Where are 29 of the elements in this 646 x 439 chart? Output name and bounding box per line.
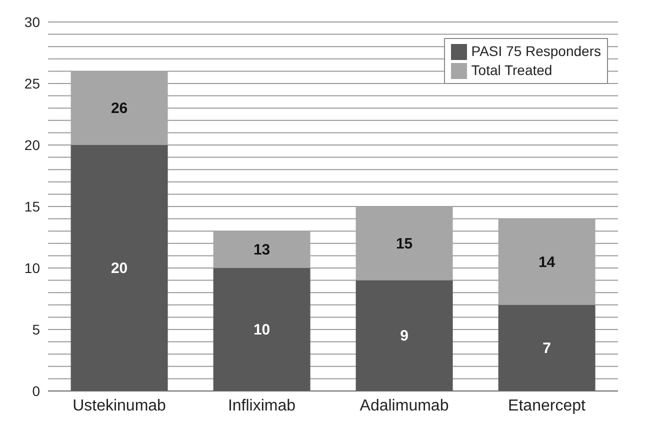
total-label: 26	[110, 100, 128, 118]
x-tick-label: Adalimumab	[360, 397, 449, 414]
y-tick-label: 10	[24, 260, 40, 276]
bar	[356, 280, 453, 391]
legend-label: Total Treated	[471, 61, 552, 80]
bar	[356, 206, 453, 280]
bar	[213, 231, 310, 268]
x-tick-label: Infliximab	[228, 397, 296, 414]
legend-label: PASI 75 Responders	[471, 42, 601, 61]
x-tick-label: Ustekinumab	[72, 397, 166, 414]
y-tick-label: 15	[24, 198, 40, 214]
data-label: 7	[542, 340, 551, 357]
y-tick-label: 0	[32, 382, 40, 399]
bar	[70, 71, 168, 145]
total-label: 15	[396, 235, 413, 252]
y-tick-label: 25	[24, 75, 40, 92]
data-label: 9	[400, 328, 408, 345]
total-label: 14	[538, 254, 556, 271]
bar	[213, 268, 310, 391]
y-tick-label: 30	[24, 14, 40, 30]
bar	[498, 304, 596, 391]
bar	[498, 218, 596, 305]
total-label: 13	[253, 242, 270, 259]
data-label: 10	[253, 322, 270, 338]
bar	[70, 145, 168, 391]
data-label: 20	[110, 260, 128, 277]
x-tick-label: Etanercept	[508, 397, 586, 414]
y-tick-label: 5	[32, 321, 40, 338]
y-tick-label: 20	[24, 136, 40, 153]
